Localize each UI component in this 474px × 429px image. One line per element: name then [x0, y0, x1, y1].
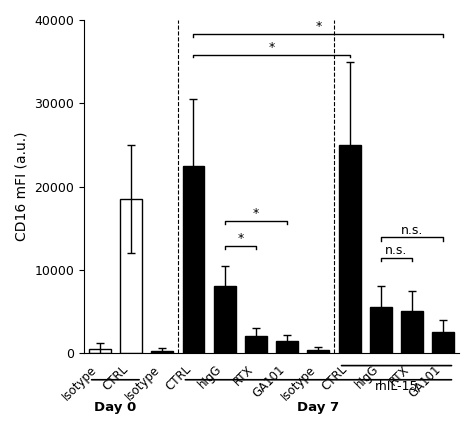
Bar [432, 332, 454, 353]
Text: *: * [237, 232, 244, 245]
Bar [370, 307, 392, 353]
Bar [182, 166, 204, 353]
Text: Day 0: Day 0 [94, 402, 137, 414]
Bar [214, 287, 236, 353]
Bar [339, 145, 361, 353]
Text: *: * [268, 41, 275, 54]
Bar [308, 350, 329, 353]
Bar [120, 199, 142, 353]
Text: n.s.: n.s. [385, 245, 408, 257]
Bar [151, 350, 173, 353]
Bar [245, 336, 267, 353]
Y-axis label: CD16 mFI (a.u.): CD16 mFI (a.u.) [15, 132, 29, 241]
Bar [401, 311, 423, 353]
Text: Day 7: Day 7 [297, 402, 339, 414]
Text: n.s.: n.s. [401, 224, 423, 236]
Bar [276, 341, 298, 353]
Text: *: * [253, 207, 259, 220]
Text: *: * [315, 20, 321, 33]
Bar [89, 349, 111, 353]
Text: rhIL-15: rhIL-15 [375, 380, 418, 393]
